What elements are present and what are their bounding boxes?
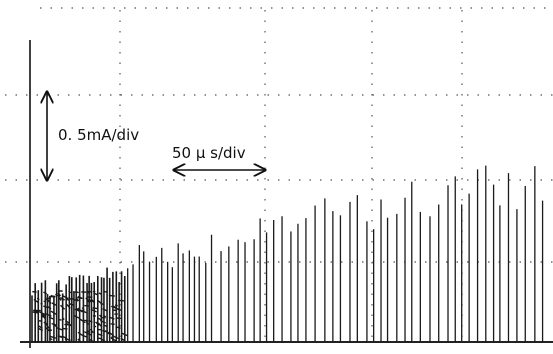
pulse-line <box>77 297 81 298</box>
pulse-line <box>50 336 56 338</box>
oscilloscope-screen: 0. 5mA/div 50 μ s/div <box>0 0 553 354</box>
pulse-line <box>93 308 98 309</box>
pulse-line <box>39 321 43 322</box>
pulse-line <box>41 304 43 305</box>
pulse-trace <box>32 166 543 343</box>
pulse-line <box>118 300 124 301</box>
pulse-line <box>43 292 46 294</box>
pulse-line <box>69 324 73 325</box>
pulse-line <box>109 295 115 296</box>
pulse-line <box>115 305 118 306</box>
pulse-line <box>97 338 102 339</box>
pulse-line <box>47 298 51 299</box>
horizontal-scale-label: 50 μ s/div <box>172 144 246 162</box>
page: 0. 5mA/div 50 μ s/div (() => { const dat… <box>0 0 553 354</box>
pulse-line <box>61 298 64 299</box>
vertical-scale-label: 0. 5mA/div <box>58 126 139 144</box>
pulse-line <box>113 310 116 311</box>
pulse-line <box>43 306 47 308</box>
pulse-line <box>111 324 115 325</box>
pulse-line <box>84 320 88 321</box>
pulse-line <box>73 292 79 293</box>
